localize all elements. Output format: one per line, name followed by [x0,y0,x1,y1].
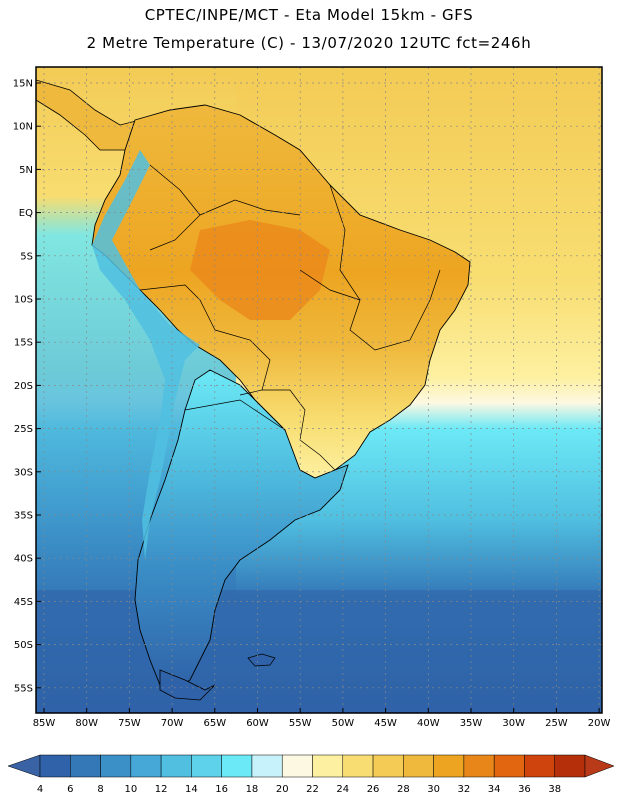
colorbar-swatch [130,754,162,778]
colorbar-label: 10 [124,784,137,795]
tierra-del-fuego [159,669,216,701]
colorbar-swatch [524,754,555,778]
lon-label: 40W [417,718,440,729]
country-borders [139,164,441,471]
colorbar-swatch [403,754,434,778]
colorbar-swatch [312,754,344,778]
border-uruguay [299,439,336,471]
falkland-islands [247,653,276,667]
colorbar-swatch [433,754,465,778]
lat-label: 20S [14,381,33,392]
colorbar-label: 36 [518,784,531,795]
colorbar-label: 22 [306,784,319,795]
lon-label: 65W [203,718,226,729]
map-title-line-2: 2 Metre Temperature (C) - 13/07/2020 12U… [86,34,532,52]
colorbar-label: 6 [67,784,73,795]
colorbar-label: 38 [548,784,561,795]
colorbar-swatch [160,754,192,778]
colorbar-swatch [39,754,71,778]
colorbar-swatch [251,754,283,778]
lat-label: 25S [14,424,33,435]
map-title-line-1: CPTEC/INPE/MCT - Eta Model 15km - GFS [144,6,474,24]
lat-label: 10S [14,295,33,306]
lat-label: EQ [19,208,33,219]
colorbar-label: 16 [215,784,228,795]
colorbar-swatch [70,754,101,778]
colorbar-swatch [191,754,222,778]
amazon-hot-core [190,220,330,320]
lat-label: 35S [14,511,33,522]
lon-label: 45W [374,718,397,729]
colorbar-swatch [100,754,132,778]
colorbar-label: 34 [488,784,501,795]
border-peru-brazil [139,284,216,331]
colorbar-label: 20 [276,784,289,795]
colorbar-swatch [372,754,404,778]
colorbar-label: 4 [37,784,43,795]
border-brazil-states-2 [299,269,361,301]
colorbar-swatch [463,754,495,778]
colorbar-swatch [493,754,525,778]
border-bolivia [214,329,271,396]
lat-label: 30S [14,467,33,478]
lat-label: 40S [14,554,33,565]
lon-label: 75W [118,718,141,729]
lat-label: 5S [20,251,33,262]
map-frame [35,66,603,714]
colorbar-label: 30 [427,784,440,795]
lat-label: 45S [14,597,33,608]
lat-label: 5N [19,165,33,176]
lat-label: 55S [14,683,33,694]
andes-cold-ridge [92,150,200,560]
colorbar-label: 32 [458,784,471,795]
border-brazil-states [329,184,441,351]
lon-label: 80W [75,718,98,729]
border-paraguay [262,389,306,441]
lon-label: 50W [332,718,355,729]
lat-label: 10N [13,122,33,133]
colorbar-swatch [342,754,374,778]
colorbar-label: 8 [97,784,103,795]
latitude-labels: 15N 10N 5N EQ 5S 10S 15S 20S 25S 30S 35S 40S 45S 50S 5… [13,79,41,694]
longitude-labels: 85W 80W 75W 70W 65W 60W 55W 50W 45W 40W 35W 30W 25W 2… [33,708,611,729]
lon-label: 30W [502,718,525,729]
lon-label: 60W [246,718,269,729]
lon-label: 25W [545,718,568,729]
lat-label: 15S [14,338,33,349]
lon-label: 70W [161,718,184,729]
colorbar-swatch [281,754,313,778]
border-argentina-north [184,399,286,431]
colorbar-low-arrow [7,754,41,778]
lon-label: 55W [289,718,312,729]
lat-label: 15N [13,79,33,90]
colorbar-label: 14 [185,784,198,795]
lon-label: 20W [588,718,611,729]
colorbar-label: 24 [336,784,349,795]
colorbar-label: 18 [246,784,259,795]
lon-label: 35W [460,718,483,729]
colorbar-swatch [221,754,253,778]
colorbar-label: 12 [155,784,168,795]
colorbar-high-arrow [584,754,615,778]
lon-label: 85W [33,718,56,729]
colorbar-label: 28 [397,784,410,795]
colorbar-swatch [554,754,586,778]
colorbar-label: 26 [367,784,380,795]
lat-label: 50S [14,640,33,651]
southern-ocean-band [36,590,602,713]
colorbar: 4 6 8 10 12 14 16 18 20 22 24 26 28 30 32 34 36 38 [7,754,615,795]
map-gridlines [36,67,602,713]
